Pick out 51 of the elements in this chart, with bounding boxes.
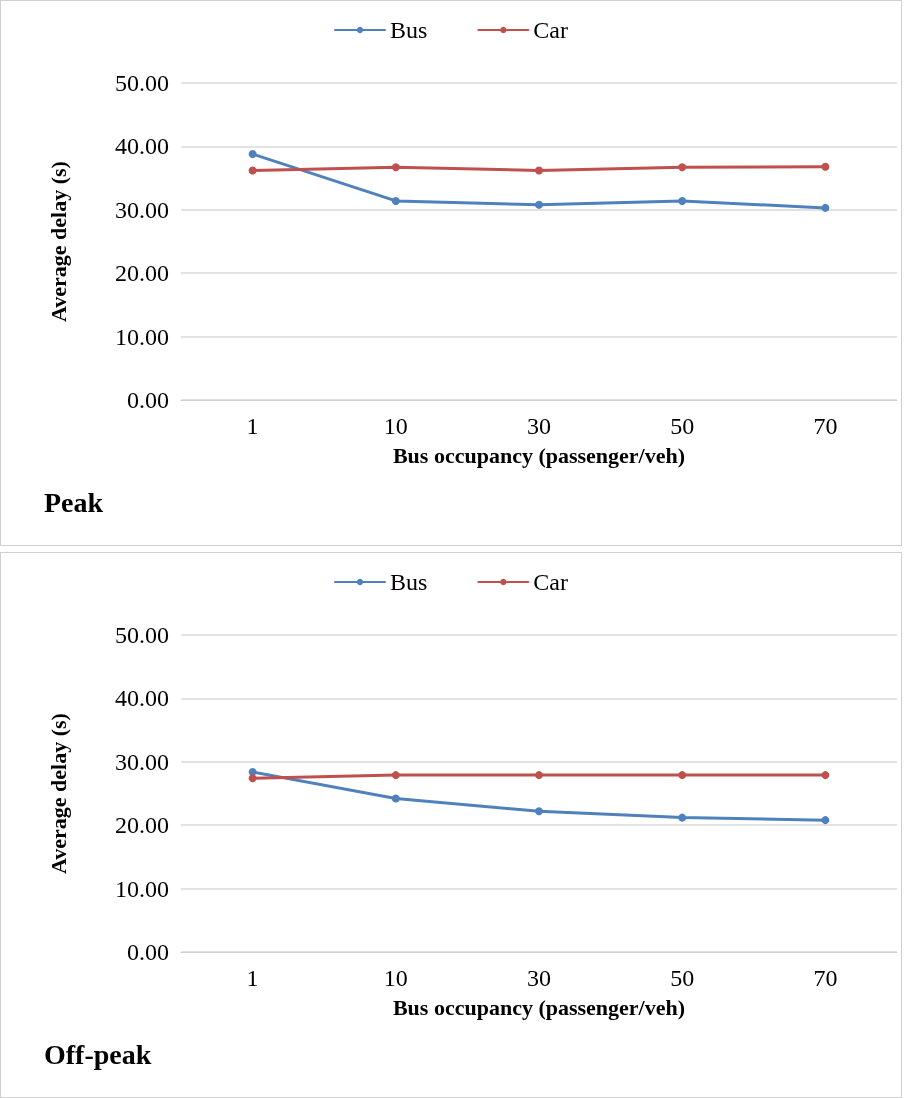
x-tick-label: 30	[527, 965, 551, 991]
x-axis-title: Bus occupancy (passenger/veh)	[392, 994, 686, 1020]
point	[535, 200, 543, 209]
x-tick-label: 1	[246, 413, 259, 439]
y-axis-title: Average delay (s)	[45, 161, 71, 322]
point	[248, 166, 257, 175]
legend-label: Car	[533, 17, 569, 43]
x-tick-label: 50	[670, 965, 695, 991]
y-tick-label: 30.00	[115, 196, 169, 223]
point	[678, 813, 687, 822]
text: Off-peak	[44, 1038, 152, 1070]
point	[678, 163, 687, 172]
x-tick-label: 50	[670, 413, 695, 439]
x-tick-label: 1	[246, 965, 259, 991]
y-tick-label: 30.00	[115, 748, 169, 775]
x-tick-label: 30	[527, 413, 551, 439]
point	[391, 196, 400, 205]
x-tick-label: 10	[383, 965, 408, 991]
y-tick-label: 40.00	[115, 133, 169, 160]
point	[248, 774, 257, 783]
y-tick-label: 40.00	[115, 685, 169, 712]
y-tick-label: 10.00	[115, 875, 169, 902]
point	[535, 166, 543, 175]
point	[391, 794, 400, 803]
x-tick-label: 70	[813, 413, 838, 439]
y-tick-label: 50.00	[115, 70, 169, 96]
y-tick-label: 0.00	[127, 387, 169, 413]
point	[821, 203, 830, 212]
point	[391, 771, 400, 780]
text: Peak	[44, 486, 104, 518]
point	[391, 163, 400, 172]
y-tick-label: 50.00	[115, 622, 169, 648]
legend-label: Bus	[390, 569, 428, 595]
x-tick-label: 10	[383, 413, 408, 439]
y-tick-label: 20.00	[115, 812, 169, 839]
legend-label: Car	[533, 569, 569, 595]
y-axis-title: Average delay (s)	[45, 713, 71, 874]
point	[678, 771, 687, 780]
point	[678, 196, 687, 205]
point	[248, 150, 257, 159]
legend-label: Bus	[390, 17, 428, 43]
y-tick-label: 20.00	[115, 260, 169, 287]
point	[535, 807, 543, 816]
x-axis-title: Bus occupancy (passenger/veh)	[392, 442, 686, 468]
point	[821, 816, 830, 825]
point	[821, 771, 830, 780]
point	[821, 162, 830, 171]
y-tick-label: 10.00	[115, 323, 169, 350]
point	[535, 771, 543, 780]
y-tick-label: 0.00	[127, 939, 169, 965]
x-tick-label: 70	[813, 965, 838, 991]
